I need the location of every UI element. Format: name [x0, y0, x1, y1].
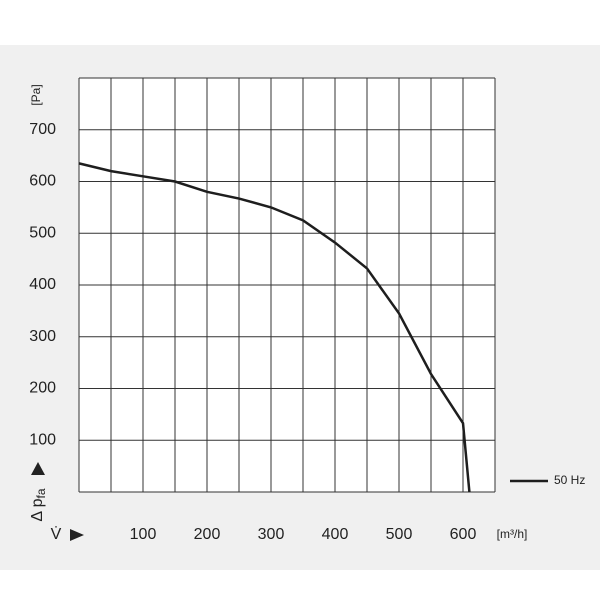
data-line	[78, 162, 471, 493]
y-tick-label: 200	[29, 380, 56, 397]
y-label: Δ pfa	[29, 488, 48, 521]
x-arrow	[70, 529, 84, 541]
y-tick-label: 400	[29, 276, 56, 293]
y-unit: [Pa]	[29, 84, 43, 105]
y-tick-label: 500	[29, 224, 56, 241]
y-tick-label: 300	[29, 328, 56, 345]
x-tick-label: 200	[194, 526, 221, 543]
x-tick-label: 500	[386, 526, 413, 543]
x-tick-label: 100	[130, 526, 157, 543]
x-unit: [m³/h]	[497, 527, 528, 541]
y-tick-label: 600	[29, 173, 56, 190]
y-tick-label: 700	[29, 121, 56, 138]
x-tick-label: 600	[450, 526, 477, 543]
y-arrow	[31, 462, 45, 475]
y-label-main: Δ p	[29, 498, 46, 521]
x-tick-label: 300	[258, 526, 285, 543]
y-label-sub: fa	[34, 488, 48, 498]
x-label: V̇	[51, 525, 62, 543]
legend-label: 50 Hz	[554, 473, 585, 487]
x-tick-label: 400	[322, 526, 349, 543]
y-tick-label: 100	[29, 431, 56, 448]
